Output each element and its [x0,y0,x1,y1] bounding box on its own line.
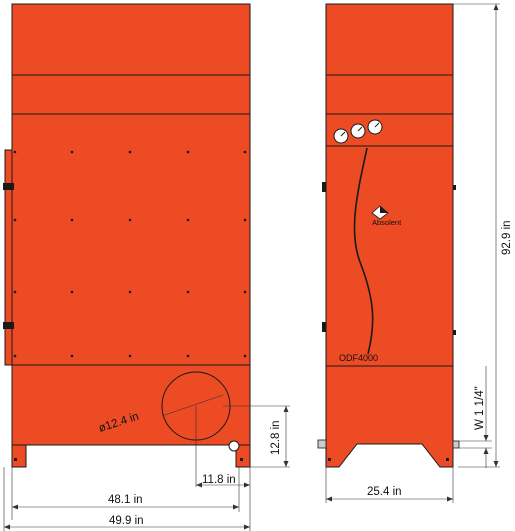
rivet [13,354,17,358]
pressure-gauge-icon [367,119,383,135]
rivet [128,354,132,358]
rivet [70,218,74,222]
rivet [128,150,132,154]
rivet [128,218,132,222]
rivet [186,290,190,294]
rivet [243,290,247,294]
fitting-left [317,439,327,449]
rivet [243,150,247,154]
side-upper-section [325,3,454,115]
side-base [325,365,454,468]
inlet-offset-label: 11.8 in [202,474,236,486]
front-leg-left [11,444,27,468]
rivet [243,218,247,222]
total-height-label: 92.9 in [501,220,513,255]
rivet [186,354,190,358]
rivet [128,290,132,294]
front-leg-right [235,444,251,468]
drain-fitting [452,440,460,449]
front-upper-section [11,3,251,115]
overall-width-label: 49.9 in [109,515,144,527]
dimension-lines [3,3,500,531]
rivet [13,218,17,222]
inner-width-label: 48.1 in [108,494,143,506]
model-label: ODF4000 [339,353,378,363]
rivet [70,290,74,294]
rivet [186,218,190,222]
drain-cap [228,440,240,452]
absolent-diamond-logo-icon [371,205,389,220]
drain-connection-label: W 1 1/4" [474,386,486,430]
hinge-strip [4,149,13,366]
rivet [13,150,17,154]
inlet-height-label: 12.8 in [270,420,282,455]
rivet [186,150,190,154]
brand-label: Absolent [372,218,402,227]
pressure-gauge-icon [350,123,366,139]
hinge-top [3,183,14,190]
pressure-gauge-icon [333,128,349,144]
rivet [13,290,17,294]
hinge-bottom [3,322,14,329]
hose-line [353,147,374,355]
side-view: Absolent ODF4000 [317,3,460,468]
rivet [70,354,74,358]
rivet [243,354,247,358]
door-rivets [13,150,247,358]
front-view [3,3,251,468]
side-filter-section [325,145,454,367]
rivet [70,150,74,154]
side-depth-label: 25.4 in [367,486,402,498]
